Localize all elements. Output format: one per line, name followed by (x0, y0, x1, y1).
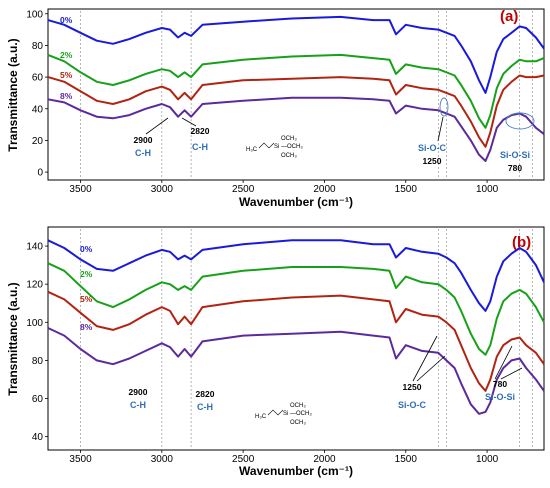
panel-a-x-tick-label-3: 2000 (313, 184, 336, 195)
panel-a-structure-h3c: H₃C (246, 147, 258, 153)
panel-b-series (47, 239, 545, 415)
panel-a-annotation-1250-number: 1250 (423, 156, 442, 166)
panel-b-annotation-2900-number: 2900 (129, 387, 148, 397)
panel-a-series-line-1 (47, 53, 545, 129)
panel-a-circle-1250 (439, 97, 449, 117)
panel-b-legend-0: 0% (80, 244, 93, 254)
panel-b-series-line-2 (47, 290, 545, 392)
panel-b-arrow-780-b (500, 367, 523, 380)
panel-a-structure-och3-top: OCH₃ (281, 136, 297, 142)
panel-a-legend-1: 2% (60, 50, 73, 60)
panel-a-structure-och3-mid: —OCH₃ (281, 144, 303, 150)
panel-a-x-tick-label-2: 2500 (232, 184, 255, 195)
panel-b-x-tick-label-3: 2000 (313, 454, 336, 465)
panel-a-x-tick-label-5: 1000 (476, 184, 499, 195)
panel-a-x-tick-label-0: 3500 (69, 184, 92, 195)
panel-a-annotation-780-label: Si-O-Si (500, 150, 530, 160)
panel-a-x-tick-label-4: 1500 (395, 184, 418, 195)
panel-b-legend-2: 5% (80, 294, 93, 304)
panel-b-y-tick-label-5: 140 (26, 242, 43, 253)
panel-b-legend-3: 8% (80, 322, 93, 332)
panel-b-series-line-0 (47, 239, 545, 312)
panel-b-frame (47, 226, 545, 451)
panel-a-circle-780 (505, 112, 535, 130)
panel-a-y-tick-label-0: 0 (37, 168, 43, 179)
panel-a-frame (47, 8, 545, 181)
panel-a-structure-chain (258, 142, 275, 149)
panel-b: 3500 3000 2500 2000 1500 1000 40 60 80 100 120 140… (6, 226, 545, 478)
panel-a-structure: H₃C OCH₃ Si —OCH₃ OCH₃ (246, 136, 303, 159)
panel-b-x-tick-label-0: 3500 (69, 454, 92, 465)
panel-b-annotation-2900-label: C-H (130, 400, 146, 410)
panel-a-structure-och3-bottom: OCH₃ (281, 153, 297, 159)
panel-b-annotation-1250-number: 1250 (403, 382, 422, 392)
panel-b-annotation-2820-number: 2820 (196, 389, 215, 399)
panel-b-x-tick-label-5: 1000 (476, 454, 499, 465)
panel-b-y-tick-label-0: 40 (32, 432, 44, 443)
panel-b-x-axis-title: Wavenumber (cm⁻¹) (239, 464, 353, 478)
panel-b-arrow-780-a (494, 345, 513, 380)
panel-b-structure-och3-top: OCH₃ (290, 403, 306, 409)
panel-b-structure-och3-mid: —OCH₃ (290, 411, 312, 417)
panel-b-annotation-2820-label: C-H (197, 402, 213, 412)
panel-b-y-tick-label-2: 80 (32, 356, 44, 367)
panel-b-x-ticks: 3500 3000 2500 2000 1500 1000 (69, 450, 499, 465)
panel-b-structure-chain (267, 409, 284, 416)
panel-a-x-tick-label-1: 3000 (151, 184, 174, 195)
panel-a-annotation-2820-label: C-H (192, 142, 208, 152)
panel-a-series-line-2 (47, 74, 545, 148)
panel-a-annotation-2900-number: 2900 (134, 135, 153, 145)
panel-b-x-tick-label-2: 2500 (232, 454, 255, 465)
panel-a-series (47, 15, 545, 162)
panel-a-arrow-1250 (437, 116, 444, 142)
panel-b-series-line-1 (47, 262, 545, 356)
panel-a-arrow-2900 (145, 117, 169, 135)
panel-b-structure-h3c: H₃C (255, 414, 267, 420)
panel-a-x-axis-title: Wavenumber (cm⁻¹) (239, 195, 353, 209)
panel-b-annotation-1250-label: Si-O-C (398, 400, 426, 410)
panel-a-y-tick-label-2: 40 (32, 104, 44, 115)
panel-b-legend-1: 2% (80, 269, 93, 279)
panel-a: 3500 3000 2500 2000 1500 1000 0 20 40 60 80 100 (a… (6, 8, 545, 209)
panel-a-series-line-3 (47, 96, 545, 162)
panel-b-y-tick-label-1: 60 (32, 394, 44, 405)
panel-a-x-ticks: 3500 3000 2500 2000 1500 1000 (69, 180, 499, 195)
panel-b-annotation-780-label: Si-O-Si (485, 392, 515, 402)
panel-a-legend-2: 5% (60, 70, 73, 80)
panel-a-y-tick-label-1: 20 (32, 136, 44, 147)
panel-b-x-tick-label-4: 1500 (395, 454, 418, 465)
panel-b-structure-och3-bottom: OCH₃ (290, 420, 306, 426)
panel-a-annotation-2820-number: 2820 (191, 126, 210, 136)
panel-a-arrow-2820 (181, 117, 197, 127)
panel-b-structure: H₃C OCH₃ Si —OCH₃ OCH₃ (255, 403, 312, 426)
panel-b-y-ticks: 40 60 80 100 120 140 (26, 242, 48, 443)
panel-a-series-line-0 (47, 15, 545, 94)
panel-a-legend-0: 0% (60, 15, 73, 25)
panel-a-y-tick-label-4: 80 (32, 41, 44, 52)
panel-b-y-tick-label-3: 100 (26, 318, 43, 329)
panel-a-y-ticks: 0 20 40 60 80 100 (26, 9, 48, 179)
panel-b-label: (b) (512, 234, 531, 251)
panel-a-annotation-2900-label: C-H (135, 148, 151, 158)
panel-a-annotation-1250-label: Si-O-C (418, 143, 446, 153)
panel-a-y-tick-label-3: 60 (32, 73, 44, 84)
panel-b-arrow-1250-b (416, 355, 446, 382)
panel-a-annotation-780-number: 780 (508, 163, 522, 173)
panel-a-label: (a) (500, 8, 518, 25)
panel-b-series-line-3 (47, 327, 545, 415)
panel-a-legend-3: 8% (60, 91, 73, 101)
panel-b-y-tick-label-4: 120 (26, 280, 43, 291)
panel-b-y-axis-title: Transmittance (a.u.) (6, 282, 20, 395)
panel-b-annotation-780-number: 780 (493, 379, 507, 389)
panel-a-y-tick-label-5: 100 (26, 9, 43, 20)
panel-a-structure-si: Si (274, 144, 279, 150)
panel-b-x-tick-label-1: 3000 (151, 454, 174, 465)
panel-b-structure-si: Si (283, 411, 288, 417)
panel-b-arrow-1250-a (412, 335, 438, 382)
panel-a-y-axis-title: Transmittance (a.u.) (6, 38, 20, 151)
